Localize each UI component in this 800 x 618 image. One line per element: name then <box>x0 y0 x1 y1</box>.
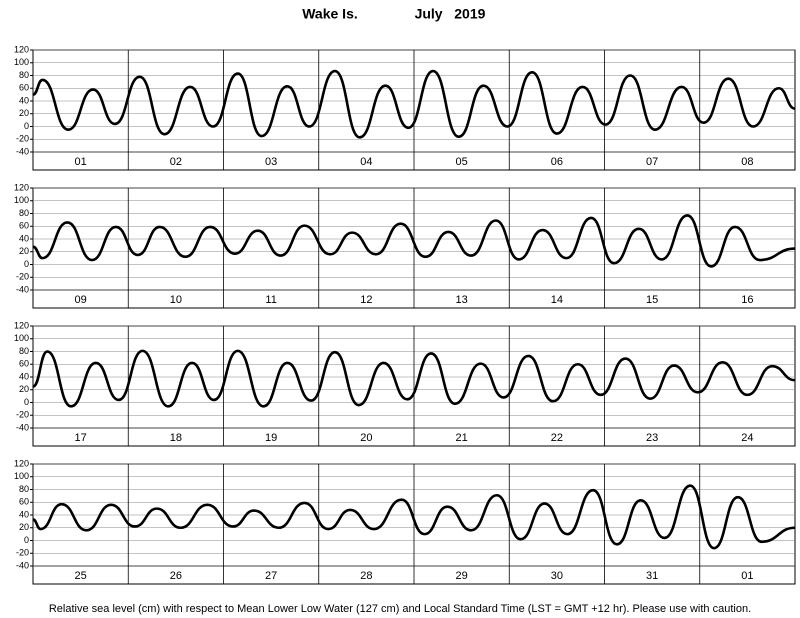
y-tick-label: -40 <box>16 146 29 156</box>
x-tick-label: 19 <box>265 432 277 444</box>
x-tick-label: 25 <box>75 570 87 582</box>
y-tick-label: 80 <box>19 346 29 356</box>
y-tick-label: 20 <box>19 246 29 256</box>
y-tick-label: 0 <box>24 121 29 131</box>
y-tick-label: 20 <box>19 384 29 394</box>
y-tick-label: 0 <box>24 535 29 545</box>
y-tick-label: 40 <box>19 233 29 243</box>
x-tick-label: 31 <box>646 570 658 582</box>
x-tick-label: 22 <box>551 432 563 444</box>
y-tick-label: 40 <box>19 509 29 519</box>
tide-line <box>32 349 796 408</box>
x-tick-label: 03 <box>265 156 277 168</box>
y-tick-label: 100 <box>14 195 29 205</box>
x-tick-label: 27 <box>265 570 277 582</box>
x-tick-label: 04 <box>360 156 372 168</box>
y-tick-label: 120 <box>14 320 29 330</box>
subtitle: July 2019 <box>415 6 486 22</box>
y-tick-label: -20 <box>16 548 29 558</box>
y-tick-label: 80 <box>19 208 29 218</box>
x-tick-label: 29 <box>456 570 468 582</box>
x-tick-label: 26 <box>170 570 182 582</box>
title: Wake Is. <box>302 6 358 22</box>
tide-line <box>32 69 796 139</box>
x-tick-label: 28 <box>360 570 372 582</box>
x-tick-label: 02 <box>170 156 182 168</box>
y-tick-label: 80 <box>19 70 29 80</box>
y-tick-label: 120 <box>14 182 29 192</box>
y-tick-label: 100 <box>14 471 29 481</box>
y-tick-label: 100 <box>14 57 29 67</box>
y-tick-label: -20 <box>16 410 29 420</box>
x-tick-label: 08 <box>741 156 753 168</box>
y-tick-label: 40 <box>19 95 29 105</box>
x-tick-label: 17 <box>75 432 87 444</box>
y-tick-label: 40 <box>19 371 29 381</box>
x-tick-label: 14 <box>551 294 563 306</box>
x-tick-label: 13 <box>456 294 468 306</box>
x-tick-label: 16 <box>741 294 753 306</box>
x-tick-label: 01 <box>741 570 753 582</box>
y-tick-label: -20 <box>16 134 29 144</box>
x-tick-label: 20 <box>360 432 372 444</box>
x-tick-label: 18 <box>170 432 182 444</box>
x-tick-label: 15 <box>646 294 658 306</box>
y-tick-label: 20 <box>19 522 29 532</box>
y-tick-label: 0 <box>24 259 29 269</box>
x-tick-label: 06 <box>551 156 563 168</box>
x-tick-label: 01 <box>75 156 87 168</box>
x-tick-label: 10 <box>170 294 182 306</box>
x-tick-label: 09 <box>75 294 87 306</box>
x-tick-label: 07 <box>646 156 658 168</box>
y-tick-label: 60 <box>19 221 29 231</box>
x-tick-label: 23 <box>646 432 658 444</box>
y-tick-label: -20 <box>16 272 29 282</box>
x-tick-label: 21 <box>456 432 468 444</box>
y-tick-label: 100 <box>14 333 29 343</box>
x-tick-label: 30 <box>551 570 563 582</box>
x-tick-label: 11 <box>265 294 276 306</box>
y-tick-label: 120 <box>14 44 29 54</box>
y-tick-label: 80 <box>19 484 29 494</box>
footnote: Relative sea level (cm) with respect to … <box>49 603 751 615</box>
y-tick-label: -40 <box>16 560 29 570</box>
y-tick-label: 60 <box>19 83 29 93</box>
tide-line <box>32 214 796 268</box>
tide-line <box>32 484 796 550</box>
y-tick-label: 60 <box>19 359 29 369</box>
x-tick-label: 12 <box>360 294 372 306</box>
y-tick-label: -40 <box>16 284 29 294</box>
y-tick-label: 60 <box>19 497 29 507</box>
x-tick-label: 05 <box>456 156 468 168</box>
y-tick-label: -40 <box>16 422 29 432</box>
x-tick-label: 24 <box>741 432 753 444</box>
y-tick-label: 120 <box>14 458 29 468</box>
y-tick-label: 20 <box>19 108 29 118</box>
y-tick-label: 0 <box>24 397 29 407</box>
